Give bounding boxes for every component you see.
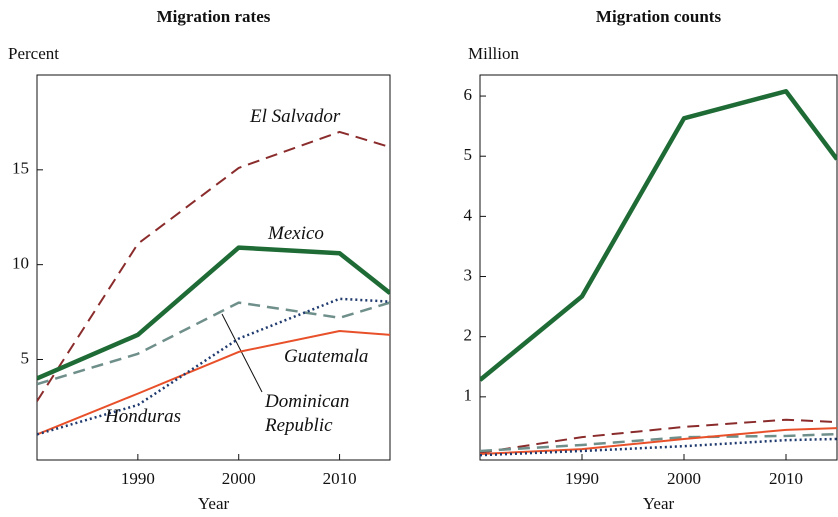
x-tick-label: 1990	[121, 469, 155, 488]
y-tick-label: 6	[464, 85, 473, 104]
series-label: Honduras	[105, 406, 182, 427]
y-tick-label: 10	[12, 254, 29, 273]
y-tick-label: 5	[21, 348, 30, 367]
chart-title: Migration counts	[596, 7, 722, 26]
x-tick-label: 2010	[769, 469, 803, 488]
series-line	[480, 418, 837, 454]
y-tick-label: 5	[464, 145, 473, 164]
y-tick-label: 3	[464, 265, 473, 284]
y-tick-label: 4	[464, 205, 473, 224]
x-tick-label: 1990	[565, 469, 599, 488]
chart-title: Migration rates	[157, 7, 271, 26]
y-axis-label: Million	[468, 44, 520, 63]
series-line	[480, 432, 837, 453]
series-label: Mexico	[268, 223, 324, 244]
series-line	[37, 297, 390, 436]
leader-line	[221, 313, 263, 393]
series-label: Guatemala	[284, 346, 369, 367]
x-tick-label: 2000	[667, 469, 701, 488]
series-line	[37, 330, 390, 436]
series-label: Dominican Republic	[265, 391, 350, 436]
y-axis-label: Percent	[8, 44, 59, 63]
x-tick-label: 2000	[222, 469, 256, 488]
series-label: El Salvador	[250, 106, 341, 127]
x-axis-label: Year	[643, 494, 675, 513]
y-tick-label: 15	[12, 159, 29, 178]
plot-frame	[36, 74, 391, 461]
x-tick-label: 2010	[323, 469, 357, 488]
series-line	[480, 427, 837, 455]
plot-frame	[479, 74, 838, 461]
series-line	[37, 245, 390, 381]
x-axis-label: Year	[198, 494, 230, 513]
series-line	[480, 88, 837, 382]
y-tick-label: 2	[464, 326, 473, 345]
series-line	[37, 130, 390, 402]
y-tick-label: 1	[464, 386, 473, 405]
series-line	[37, 301, 390, 386]
